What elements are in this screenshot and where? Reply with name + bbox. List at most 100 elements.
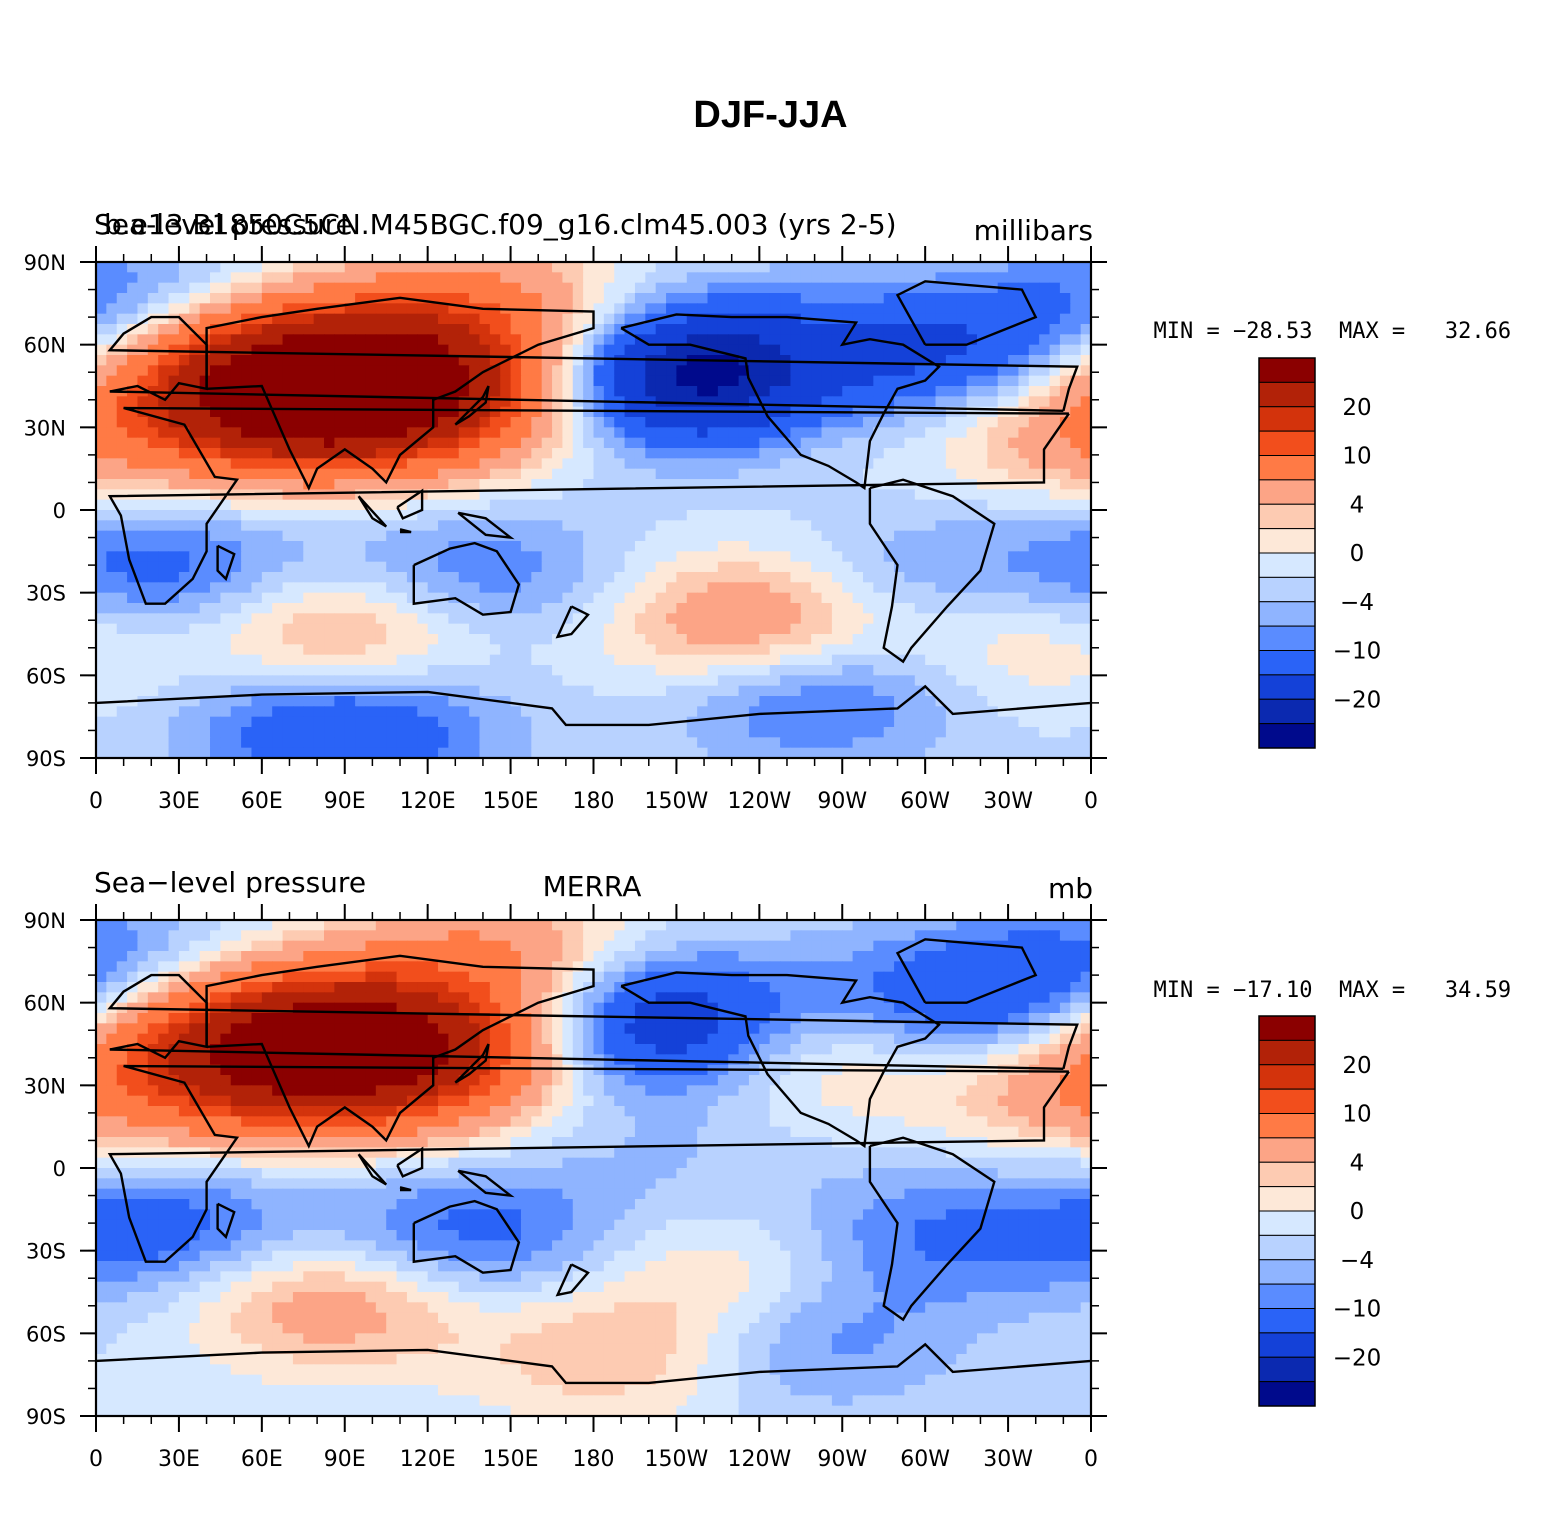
field-cell (780, 603, 792, 614)
field-cell (324, 930, 335, 942)
field-cell (469, 716, 481, 728)
field-cell (116, 541, 128, 552)
field-cell (686, 293, 698, 304)
field-cell (292, 551, 304, 563)
field-cell (189, 520, 201, 532)
field-cell (510, 530, 522, 542)
field-cell (883, 448, 895, 459)
field-cell (769, 489, 781, 501)
field-cell (572, 665, 584, 676)
field-cell (572, 479, 584, 490)
x-tick-label: 120W (727, 789, 791, 814)
field-cell (1049, 499, 1061, 511)
field-cell (873, 448, 885, 459)
field-cell (821, 293, 833, 304)
field-cell (624, 530, 636, 542)
field-cell (925, 623, 937, 635)
field-cell (469, 696, 481, 707)
field-cell (137, 541, 149, 552)
field-cell (417, 406, 429, 418)
field-cell (894, 520, 906, 532)
field-cell (406, 747, 418, 758)
field-cell (458, 427, 470, 439)
field-cell (956, 644, 968, 656)
field-cell (96, 551, 107, 563)
field-cell (158, 716, 170, 728)
field-cell (417, 396, 429, 408)
field-cell (811, 541, 823, 552)
field-cell (168, 737, 180, 749)
field-cell (1008, 437, 1020, 449)
colorbar-label: −20 (1333, 687, 1382, 713)
field-cell (1008, 386, 1020, 397)
field-cell (945, 272, 957, 284)
field-cell (904, 561, 916, 573)
field-cell (862, 375, 874, 387)
field-cell (728, 665, 740, 676)
field-cell (738, 654, 750, 666)
field-cell (158, 282, 170, 294)
field-cell (344, 930, 356, 942)
field-cell (292, 355, 304, 366)
field-cell (1008, 613, 1020, 625)
field-cell (147, 920, 159, 931)
field-cell (541, 406, 553, 418)
field-cell (738, 603, 750, 614)
field-cell (531, 530, 543, 542)
field-cell (925, 344, 937, 356)
field-cell (137, 634, 149, 645)
field-cell (375, 930, 387, 942)
field-cell (873, 737, 885, 749)
field-cell (800, 386, 812, 397)
field-cell (883, 582, 895, 594)
field-cell (303, 727, 315, 738)
field-cell (811, 920, 823, 931)
field-cell (168, 448, 180, 459)
field-cell (199, 262, 211, 273)
field-cell (417, 365, 429, 377)
field-cell (106, 675, 118, 687)
field-cell (1039, 313, 1051, 325)
field-cell (624, 375, 636, 387)
field-cell (1070, 685, 1082, 697)
field-cell (1018, 365, 1030, 377)
field-cell (717, 510, 729, 521)
field-cell (593, 696, 605, 707)
field-cell (365, 696, 377, 707)
field-cell (355, 582, 367, 594)
field-cell (365, 313, 377, 325)
field-cell (769, 665, 781, 676)
field-cell (904, 499, 916, 511)
field-cell (842, 654, 854, 666)
field-cell (147, 716, 159, 728)
field-cell (738, 427, 750, 439)
field-cell (458, 510, 470, 521)
field-cell (469, 644, 481, 656)
field-cell (925, 499, 937, 511)
field-cell (562, 654, 574, 666)
field-cell (230, 282, 242, 294)
field-cell (375, 499, 387, 511)
field-cell (189, 334, 201, 346)
field-cell (1080, 448, 1091, 459)
field-cell (116, 355, 128, 366)
field-cell (427, 520, 439, 532)
field-cell (324, 716, 335, 728)
field-cell (873, 603, 885, 614)
field-cell (303, 293, 315, 304)
field-cell (510, 396, 522, 408)
field-cell (562, 675, 574, 687)
field-cell (686, 727, 698, 738)
field-cell (873, 437, 885, 449)
field-cell (1008, 293, 1020, 304)
field-cell (292, 706, 304, 718)
field-cell (344, 685, 356, 697)
field-cell (230, 551, 242, 563)
field-cell (655, 375, 667, 387)
field-cell (966, 324, 978, 335)
field-cell (334, 551, 346, 563)
field-cell (1018, 520, 1030, 532)
field-cell (344, 479, 356, 490)
field-cell (417, 355, 429, 366)
field-cell (168, 355, 180, 366)
